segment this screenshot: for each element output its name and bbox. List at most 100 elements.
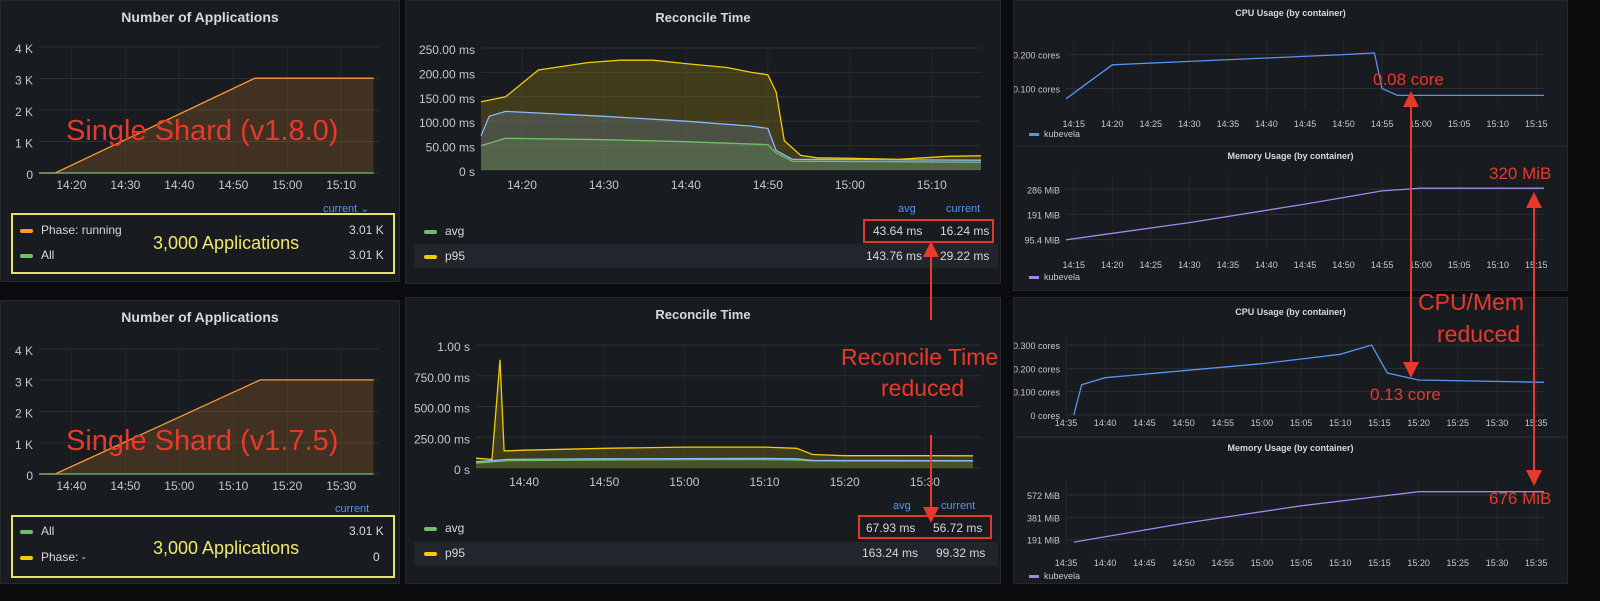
x-tick-label: 14:40: [1094, 418, 1117, 428]
y-tick-label: 100.00 ms: [419, 116, 475, 130]
legend-highlight-box: [11, 213, 395, 274]
x-tick-label: 15:00: [1409, 119, 1432, 129]
reconcile-bottom-chart: 0 s 250.00 ms 500.00 ms 750.00 ms 1.00 s 14:4…: [414, 340, 981, 489]
y-tick-label: 286 MiB: [1027, 185, 1060, 195]
current-value: 99.32 ms: [936, 546, 986, 560]
cpumem-reduced-line1: CPU/Mem: [1418, 289, 1525, 315]
y-tick-label: 0: [26, 469, 33, 483]
x-tick-label: 15:20: [272, 479, 302, 493]
legend-item[interactable]: Phase: -: [20, 550, 86, 564]
x-tick-label: 15:00: [1251, 418, 1274, 428]
legend-item[interactable]: avg: [424, 521, 464, 535]
x-tick-label: 15:30: [910, 475, 940, 489]
legend-item[interactable]: p95: [424, 249, 465, 263]
legend-item[interactable]: kubevela: [1029, 272, 1080, 282]
x-tick-label: 14:40: [1255, 119, 1278, 129]
avg-value: 43.64 ms: [873, 224, 923, 238]
panel-title: CPU Usage (by container): [1235, 307, 1346, 317]
y-tick-label: 1 K: [15, 438, 33, 452]
avg-current-highlight-box: [858, 515, 992, 539]
x-tick-label: 15:15: [1525, 260, 1548, 270]
x-tick-label: 15:10: [917, 178, 947, 192]
single-shard-v175-label: Single Shard (v1.7.5): [66, 425, 339, 457]
x-tick-label: 15:05: [1448, 260, 1471, 270]
y-tick-label: 150.00 ms: [419, 92, 475, 106]
legend-swatch: [20, 228, 33, 233]
y-tick-label: 572 MiB: [1027, 491, 1060, 501]
x-tick-label: 14:35: [1055, 558, 1078, 568]
current-header[interactable]: current ⌄: [323, 203, 370, 215]
panel-title: Memory Usage (by container): [1227, 151, 1354, 161]
x-tick-label: 14:50: [1172, 558, 1195, 568]
panel-title: Reconcile Time: [655, 307, 751, 322]
y-tick-label: 191 MiB: [1027, 210, 1060, 220]
x-tick-label: 14:30: [110, 178, 140, 192]
legend-label: Phase: running: [41, 223, 122, 237]
mem-bottom-value-label: 676 MiB: [1489, 489, 1552, 508]
y-tick-label: 1 K: [15, 137, 33, 151]
x-tick-label: 15:30: [1486, 558, 1509, 568]
x-tick-label: 14:20: [507, 178, 537, 192]
mem-bottom-panel: Memory Usage (by container) 191 MiB 381 M…: [1013, 437, 1568, 584]
current-header[interactable]: current: [946, 203, 981, 215]
avg-value: 143.76 ms: [866, 249, 923, 263]
y-tick-label: 0.200 cores: [1013, 364, 1060, 374]
x-tick-label: 15:00: [272, 178, 302, 192]
reconcile-bottom-panel: Reconcile Time 0 s 250.00 ms 500.00 ms 750.…: [405, 297, 1001, 584]
legend-swatch: [1029, 575, 1039, 579]
x-tick-label: 15:30: [326, 479, 356, 493]
x-tick-label: 14:40: [1255, 260, 1278, 270]
cpu-top-panel: CPU Usage (by container) 0.100 cores 0.20…: [1013, 0, 1568, 147]
y-tick-label: 200.00 ms: [419, 67, 475, 81]
x-tick-label: 15:25: [1447, 418, 1470, 428]
x-tick-label: 15:00: [669, 475, 699, 489]
x-tick-label: 15:10: [326, 178, 356, 192]
avg-header[interactable]: avg: [898, 203, 916, 215]
legend-label: avg: [445, 521, 465, 535]
legend-label: All: [41, 248, 55, 262]
y-tick-label: 2 K: [15, 407, 33, 421]
series-area-phase-running: [39, 78, 374, 173]
legend-swatch: [424, 551, 437, 556]
legend-label: kubevela: [1044, 129, 1081, 139]
current-header[interactable]: current: [941, 500, 976, 512]
x-tick-label: 15:00: [1409, 260, 1432, 270]
x-tick-label: 15:10: [1486, 119, 1509, 129]
panel-title: Reconcile Time: [655, 10, 751, 25]
panel-title: CPU Usage (by container): [1235, 8, 1346, 18]
y-tick-label: 500.00 ms: [414, 402, 470, 416]
legend-item[interactable]: kubevela: [1029, 571, 1080, 581]
cpu-bottom-chart: 0 cores 0.100 cores 0.200 cores 0.300 cores…: [1013, 338, 1547, 428]
x-tick-label: 14:40: [56, 479, 86, 493]
x-tick-label: 14:45: [1294, 260, 1317, 270]
applications-callout: 3,000 Applications: [153, 538, 300, 558]
y-tick-label: 95.4 MiB: [1024, 236, 1060, 246]
legend-value: 0: [373, 550, 380, 564]
x-tick-label: 14:20: [1101, 260, 1124, 270]
x-tick-label: 14:40: [1094, 558, 1117, 568]
series-area-p95: [476, 359, 973, 468]
legend-item[interactable]: p95: [424, 546, 465, 560]
x-tick-label: 14:20: [1101, 119, 1124, 129]
y-tick-label: 0.100 cores: [1013, 85, 1060, 95]
cpu-top-value-label: 0.08 core: [1373, 70, 1444, 89]
legend-item[interactable]: avg: [424, 224, 464, 238]
legend-swatch: [424, 229, 437, 234]
legend-item[interactable]: All: [20, 524, 54, 538]
reconcile-reduced-line2: reduced: [881, 375, 965, 401]
cpu-bottom-panel: CPU Usage (by container) 0 cores 0.100 co…: [1013, 297, 1568, 437]
legend-item[interactable]: Phase: running: [20, 223, 122, 237]
current-value: 56.72 ms: [933, 521, 983, 535]
legend-swatch: [424, 526, 437, 531]
y-tick-label: 191 MiB: [1027, 536, 1060, 546]
avg-current-highlight-box: [863, 219, 994, 243]
x-tick-label: 15:10: [750, 475, 780, 489]
current-header[interactable]: current: [335, 503, 370, 515]
legend-item[interactable]: All: [20, 248, 54, 262]
legend-item[interactable]: kubevela: [1029, 129, 1080, 139]
series-line-kubevela: [1065, 187, 1544, 241]
mem-bottom-chart: 191 MiB 381 MiB 572 MiB 14:35 14:40 14:45 14:5…: [1027, 480, 1547, 568]
x-tick-label: 14:15: [1062, 119, 1085, 129]
y-tick-label: 0 s: [454, 463, 470, 477]
avg-header[interactable]: avg: [893, 500, 911, 512]
